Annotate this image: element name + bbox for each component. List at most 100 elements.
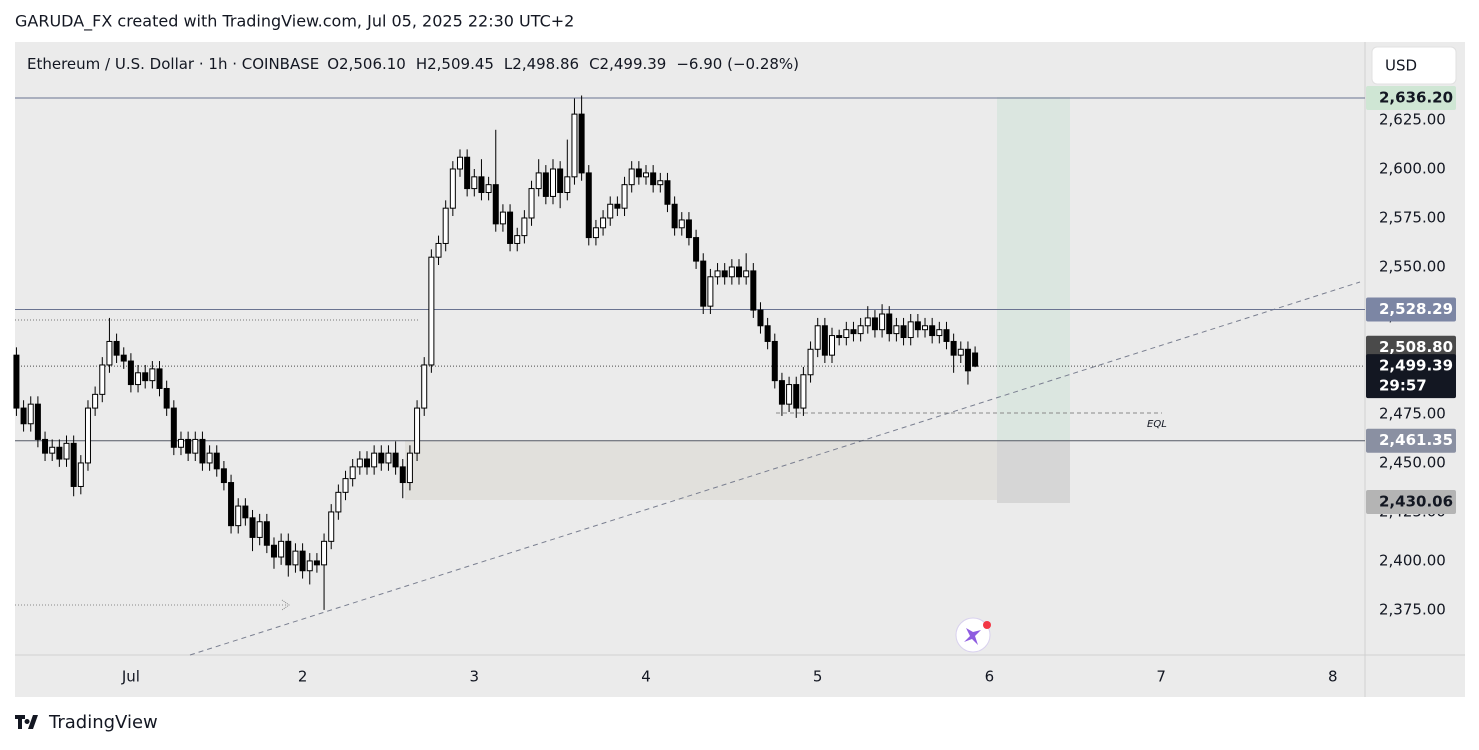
y-tick-label: 2,475.00 bbox=[1379, 404, 1446, 422]
candle-body bbox=[592, 227, 599, 239]
candle-body bbox=[249, 517, 256, 538]
price-label: 2,430.06 bbox=[1379, 493, 1453, 511]
candle-body bbox=[514, 235, 521, 244]
candle-body bbox=[156, 368, 163, 389]
y-tick-label: 2,400.00 bbox=[1379, 551, 1446, 569]
candle-body bbox=[535, 172, 542, 190]
candle-body bbox=[614, 203, 621, 209]
candle-body bbox=[428, 256, 435, 366]
candle-body bbox=[270, 544, 277, 558]
candle-body bbox=[657, 180, 664, 186]
x-tick-label: 7 bbox=[1156, 668, 1166, 686]
candle-body bbox=[449, 168, 456, 209]
candles bbox=[13, 95, 979, 610]
candle-body bbox=[571, 113, 578, 178]
candle-body bbox=[499, 211, 506, 225]
candle-body bbox=[299, 550, 306, 572]
candle-body bbox=[807, 348, 814, 376]
y-tick-label: 2,575.00 bbox=[1379, 208, 1446, 226]
candle-body bbox=[564, 176, 571, 194]
candle-body bbox=[313, 560, 320, 566]
candle-body bbox=[292, 550, 299, 566]
target-zone bbox=[997, 97, 1070, 441]
demand-zone bbox=[405, 441, 997, 500]
candle-body bbox=[793, 384, 800, 409]
brand-name: TradingView bbox=[48, 712, 158, 733]
price-label-bg bbox=[1366, 354, 1456, 399]
candle-body bbox=[20, 407, 27, 425]
candle-body bbox=[177, 438, 184, 448]
currency-label[interactable]: USD bbox=[1385, 57, 1417, 75]
legend-symbol: Ethereum / U.S. Dollar · 1h · COINBASE bbox=[27, 55, 319, 73]
price-label-bg bbox=[1366, 428, 1456, 453]
candle-body bbox=[607, 203, 614, 219]
candle-body bbox=[693, 237, 700, 262]
price-label: 2,461.35 bbox=[1379, 431, 1453, 449]
candle-body bbox=[886, 313, 893, 335]
candle-body bbox=[42, 438, 49, 454]
candle-body bbox=[771, 340, 778, 382]
currency-button[interactable] bbox=[1371, 46, 1457, 85]
candle-body bbox=[27, 403, 34, 425]
candle-body bbox=[829, 335, 836, 356]
candle-body bbox=[56, 446, 63, 460]
candle-body bbox=[63, 442, 70, 460]
candle-body bbox=[664, 180, 671, 205]
trendline bbox=[189, 281, 1361, 656]
candle-body bbox=[99, 364, 106, 395]
candle-body bbox=[857, 325, 864, 335]
header: GARUDA_FX created with TradingView.com, … bbox=[15, 12, 574, 32]
candle-body bbox=[871, 317, 878, 331]
candle-body bbox=[821, 325, 828, 356]
candle-body bbox=[850, 329, 857, 335]
sparkle-icon bbox=[955, 617, 991, 653]
arrow-head bbox=[281, 599, 290, 611]
candle-body bbox=[700, 260, 707, 307]
candle-body bbox=[542, 172, 549, 197]
candle-body bbox=[893, 325, 900, 335]
eql-label: EQL bbox=[1147, 419, 1167, 430]
candle-body bbox=[671, 203, 678, 229]
candle-body bbox=[220, 468, 227, 484]
candle-body bbox=[650, 172, 657, 186]
candle-body bbox=[206, 452, 213, 464]
candle-body bbox=[528, 188, 535, 219]
legend: Ethereum / U.S. Dollar · 1h · COINBASE O2… bbox=[27, 55, 799, 73]
candle-body bbox=[721, 270, 728, 278]
candle-body bbox=[84, 407, 91, 464]
price-label: 2,508.80 bbox=[1379, 338, 1453, 356]
candle-body bbox=[778, 380, 785, 405]
candle-body bbox=[922, 325, 929, 331]
price-label-bg bbox=[1366, 297, 1456, 322]
candle-body bbox=[728, 266, 735, 278]
candle-body bbox=[678, 219, 685, 229]
candle-body bbox=[328, 511, 335, 542]
candle-body bbox=[356, 458, 363, 468]
price-label: 2,528.29 bbox=[1379, 300, 1453, 318]
legend-value: C2,499.39 bbox=[589, 55, 666, 73]
candle-body bbox=[757, 309, 764, 327]
candle-body bbox=[70, 442, 77, 487]
candle-body bbox=[843, 329, 850, 339]
candle-body bbox=[714, 270, 721, 278]
candle-body bbox=[521, 217, 528, 237]
price-label-bg bbox=[1366, 490, 1456, 515]
legend-value: −6.90 (−0.28%) bbox=[676, 55, 799, 73]
candle-body bbox=[600, 217, 607, 229]
candle-body bbox=[685, 219, 692, 239]
candle-body bbox=[628, 168, 635, 186]
candle-body bbox=[256, 521, 263, 538]
y-tick-label: 2,600.00 bbox=[1379, 159, 1446, 177]
candle-body bbox=[972, 352, 979, 367]
candle-body bbox=[442, 207, 449, 244]
candle-body bbox=[399, 466, 406, 484]
candle-body bbox=[421, 364, 428, 409]
stop-zone bbox=[997, 441, 1070, 503]
candle-body bbox=[957, 348, 964, 356]
candle-body bbox=[800, 374, 807, 409]
x-tick-label: 8 bbox=[1328, 668, 1338, 686]
candle-body bbox=[278, 540, 285, 558]
x-tick-label: 3 bbox=[470, 668, 480, 686]
candle-body bbox=[135, 372, 142, 386]
